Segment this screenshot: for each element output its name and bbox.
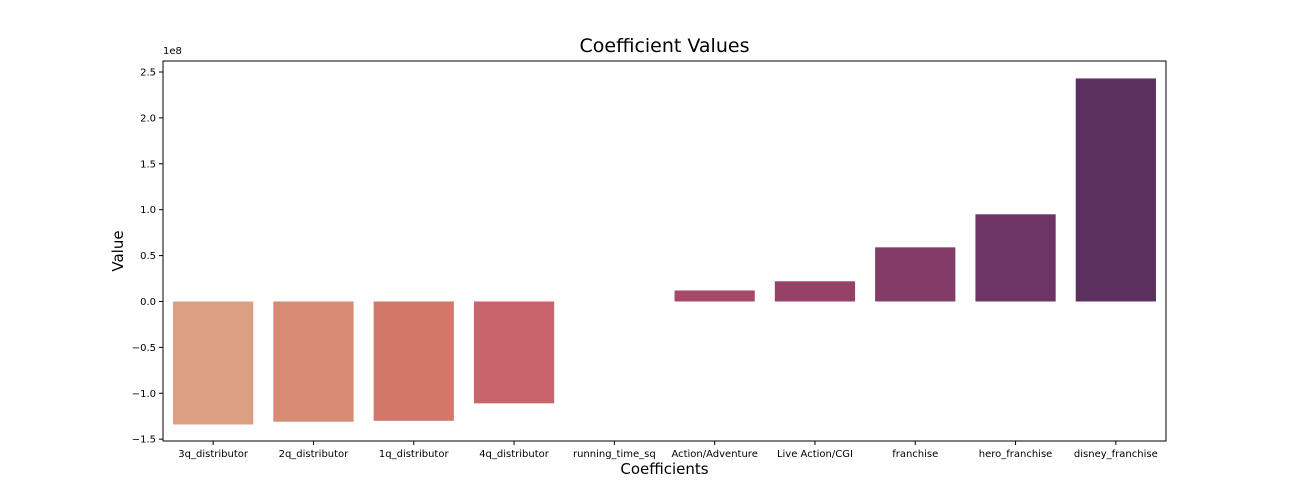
x-axis: 3q_distributor 2q_distributor 1q_distribut… xyxy=(178,441,1158,460)
plot-frame xyxy=(162,60,1167,442)
bar-3q_distributor xyxy=(173,301,254,425)
y-tick-label: 0.5 xyxy=(140,251,156,262)
x-tick-label-2q_distributor: 2q_distributor xyxy=(279,449,350,460)
y-tick-label: 0.0 xyxy=(140,297,156,308)
bar-2q_distributor xyxy=(273,301,354,422)
x-tick-label-disney_franchise: disney_franchise xyxy=(1074,449,1158,460)
bars-group xyxy=(173,78,1156,425)
bar-franchise xyxy=(875,247,956,302)
y-tick-label: 2.5 xyxy=(140,68,156,79)
x-tick-label-hero_franchise: hero_franchise xyxy=(979,449,1053,460)
x-tick-label-running_time_sq: running_time_sq xyxy=(573,449,656,460)
bar-Action/Adventure xyxy=(674,290,755,302)
y-tick-label: 2.0 xyxy=(140,113,156,124)
x-tick-label-Live Action/CGI: Live Action/CGI xyxy=(777,449,853,460)
y-tick-label: −1.0 xyxy=(132,389,156,400)
bar-hero_franchise xyxy=(975,214,1056,302)
y-tick-label: −0.5 xyxy=(132,343,156,354)
y-axis: −1.5 −1.0 −0.5 0.0 0.5 1.0 1.5 2.0 2.5 xyxy=(132,68,163,446)
x-axis-label: Coefficients xyxy=(620,460,709,478)
x-tick-label-1q_distributor: 1q_distributor xyxy=(379,449,450,460)
x-tick-label-4q_distributor: 4q_distributor xyxy=(479,449,550,460)
x-tick-label-franchise: franchise xyxy=(892,449,938,460)
bar-disney_franchise xyxy=(1075,78,1156,302)
y-tick-label: −1.5 xyxy=(132,435,156,446)
bar-1q_distributor xyxy=(373,301,454,421)
x-tick-label-3q_distributor: 3q_distributor xyxy=(178,449,249,460)
bar-Live Action/CGI xyxy=(774,281,856,302)
y-axis-offset-label: 1e8 xyxy=(163,46,182,57)
x-tick-label-Action/Adventure: Action/Adventure xyxy=(671,449,757,460)
y-tick-label: 1.0 xyxy=(140,205,156,216)
y-tick-label: 1.5 xyxy=(140,159,156,170)
chart-title: Coefficient Values xyxy=(579,35,750,57)
bar-4q_distributor xyxy=(473,301,555,404)
